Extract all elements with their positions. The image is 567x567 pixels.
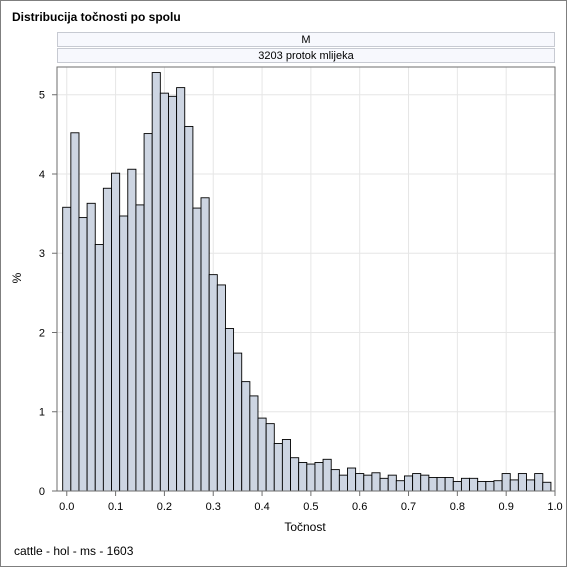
x-tick-label: 1.0 <box>547 501 562 513</box>
histogram-bar <box>200 197 210 492</box>
histogram-bar <box>534 473 544 492</box>
x-tick-label: 0.5 <box>303 501 318 513</box>
histogram-bar <box>330 469 340 492</box>
histogram-bar <box>62 206 72 492</box>
histogram-bar <box>290 457 300 492</box>
histogram-bar <box>86 202 96 492</box>
histogram-bar <box>428 477 438 492</box>
histogram-bar <box>135 204 145 492</box>
histogram-bar <box>224 328 235 492</box>
histogram-bar <box>436 477 446 492</box>
x-tick-label: 0.2 <box>157 501 172 513</box>
histogram-bar <box>119 215 129 492</box>
histogram-bar <box>526 479 536 492</box>
histogram-bar <box>265 423 275 492</box>
y-tick-label: 5 <box>39 90 45 102</box>
histogram-bar <box>216 284 226 492</box>
histogram-bar <box>371 472 381 492</box>
histogram-bar <box>208 274 218 492</box>
x-tick-label: 0.4 <box>254 501 269 513</box>
x-axis-title: Točnost <box>284 520 326 534</box>
chart-title: Distribucija točnosti po spolu <box>12 10 181 24</box>
x-tick-label: 0.1 <box>108 501 123 513</box>
histogram-bar <box>159 92 169 492</box>
histogram-bar <box>241 381 251 492</box>
histogram-bar <box>322 458 332 492</box>
histogram-bar <box>78 217 88 492</box>
histogram-bar <box>379 477 389 492</box>
histogram-bar <box>314 462 324 492</box>
histogram-bar <box>404 475 414 492</box>
histogram-bar <box>460 477 471 492</box>
x-tick-label: 0.0 <box>59 501 74 513</box>
histogram-bar <box>273 443 283 492</box>
histogram-bar <box>94 244 104 492</box>
y-tick-label: 2 <box>39 327 45 339</box>
histogram-bar <box>70 132 80 492</box>
x-tick-label: 0.3 <box>206 501 221 513</box>
histogram-bar <box>151 72 161 492</box>
footnote: cattle - hol - ms - 1603 <box>14 544 134 558</box>
histogram-bar <box>477 481 487 492</box>
histogram-bar <box>306 463 316 492</box>
histogram-bar <box>168 95 178 492</box>
bars-layer <box>62 72 552 492</box>
histogram-bar <box>420 474 430 492</box>
plot-border <box>56 66 556 492</box>
histogram-bar <box>338 474 348 492</box>
histogram-bar <box>257 417 267 492</box>
y-tick-label: 0 <box>39 486 45 498</box>
panel-header-sex: M <box>57 32 555 47</box>
histogram-bar <box>111 172 121 492</box>
axes-layer: 0.0 0.1 0.2 0.3 0.4 0.5 0.6 0.7 0.8 0.9 1.0 0 1 2 3 4 5 <box>39 66 563 513</box>
histogram-bar <box>184 125 194 492</box>
y-tick-label: 4 <box>39 169 45 181</box>
histogram-bar <box>517 473 527 492</box>
histogram-bar <box>363 474 373 492</box>
histogram-bar <box>542 481 552 492</box>
x-tick-label: 0.8 <box>450 501 465 513</box>
y-tick-label: 1 <box>39 407 45 419</box>
histogram-bar <box>192 207 202 492</box>
histogram-bar <box>469 477 479 492</box>
histogram-bar <box>176 87 186 492</box>
x-tick-label: 0.6 <box>352 501 367 513</box>
x-tick-label: 0.7 <box>401 501 416 513</box>
histogram-bar <box>102 187 112 492</box>
histogram-bar <box>485 481 495 492</box>
y-axis-title: % <box>10 272 24 283</box>
histogram-bar <box>249 395 259 492</box>
histogram-bar <box>493 480 503 492</box>
histogram-bar <box>298 462 308 492</box>
histogram-bar <box>143 133 153 492</box>
histogram-bar <box>452 481 462 492</box>
histogram-bar <box>509 479 519 492</box>
x-tick-label: 0.9 <box>499 501 514 513</box>
histogram-bar <box>127 168 137 492</box>
histogram-bar <box>355 473 365 492</box>
histogram-bar <box>387 474 397 492</box>
histogram-bar <box>501 473 511 492</box>
panel-header-trait: 3203 protok mlijeka <box>57 48 555 63</box>
histogram-bar <box>412 473 422 492</box>
histogram-bar <box>395 480 405 492</box>
histogram-bar <box>281 439 291 492</box>
y-tick-label: 3 <box>39 248 45 260</box>
histogram-bar <box>347 467 357 492</box>
histogram-bar <box>233 352 243 492</box>
histogram-bar <box>444 477 454 492</box>
